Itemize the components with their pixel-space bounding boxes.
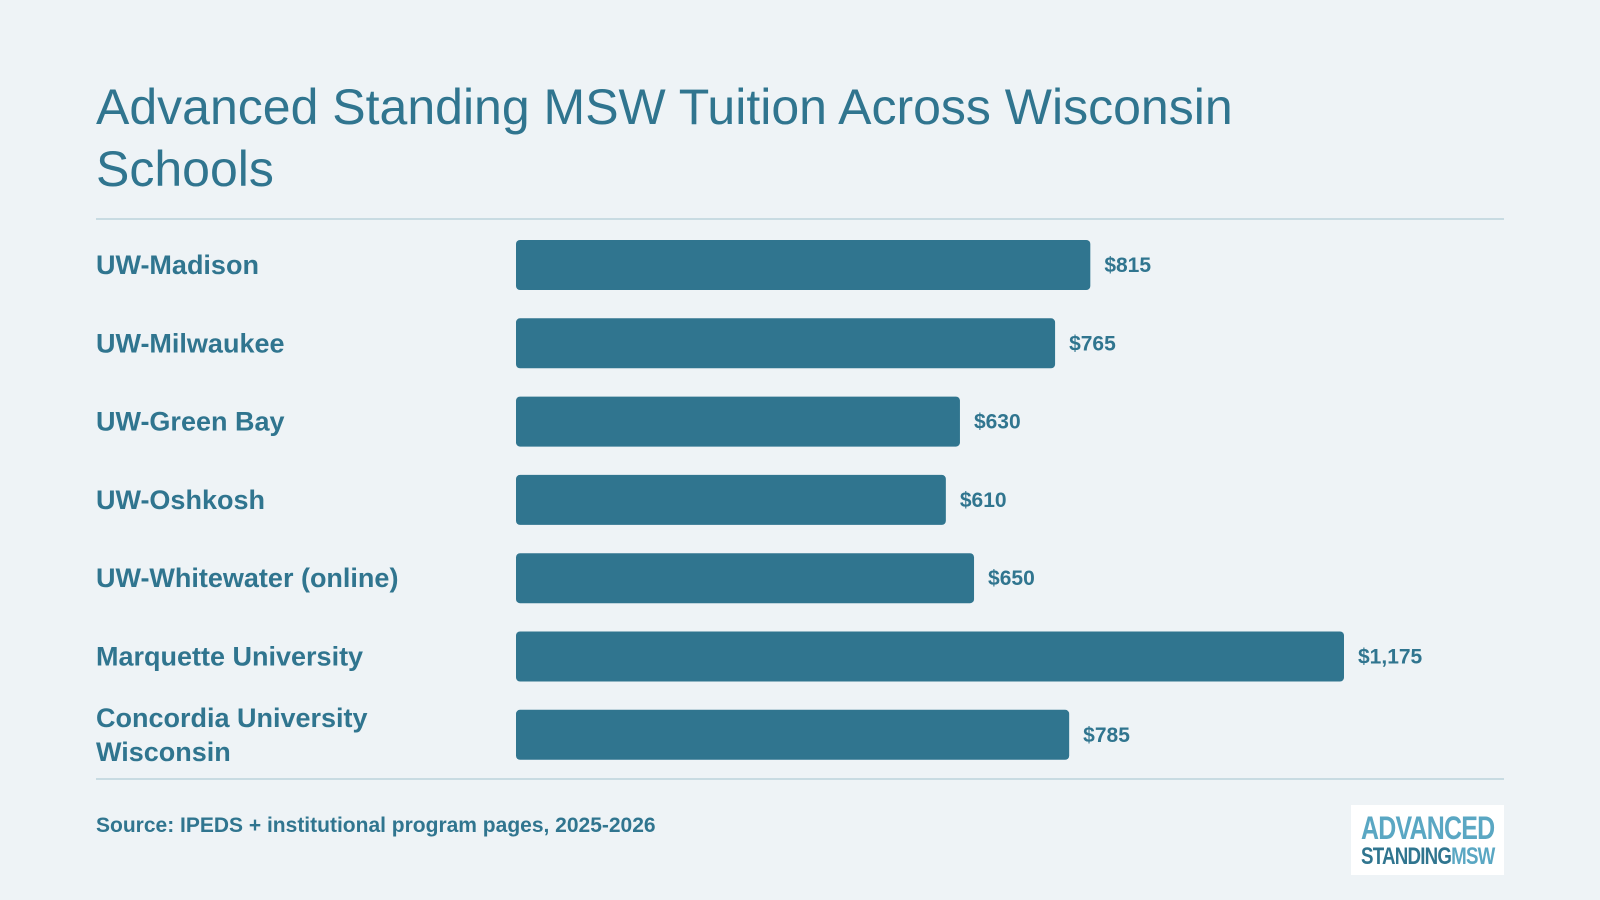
value-label: $785	[1083, 724, 1130, 747]
logo-standing: STANDING	[1361, 843, 1452, 870]
value-label: $630	[974, 411, 1021, 434]
bar	[516, 709, 1070, 760]
bar	[516, 240, 1091, 290]
source-note: Source: IPEDS + institutional program pa…	[96, 814, 656, 837]
bar	[516, 631, 1344, 682]
bar	[516, 474, 946, 525]
category-label: UW-Oshkosh	[96, 485, 265, 515]
category-label: UW-Milwaukee	[96, 328, 285, 358]
chart-title: Advanced Standing MSW Tuition Across Wis…	[96, 79, 1233, 197]
value-label: $815	[1104, 254, 1151, 277]
category-label: Marquette University	[96, 642, 363, 672]
category-label: UW-Madison	[96, 250, 259, 280]
value-label: $610	[960, 489, 1007, 512]
logo-msw: MSW	[1451, 843, 1495, 870]
value-label: $1,175	[1358, 646, 1423, 669]
bar	[516, 553, 975, 604]
value-label: $650	[988, 567, 1035, 590]
value-label: $765	[1069, 332, 1116, 355]
bar	[516, 318, 1056, 369]
top-divider	[96, 218, 1504, 220]
brand-logo: ADVANCED STANDINGMSW	[1351, 805, 1504, 875]
category-label: UW-Whitewater (online)	[96, 563, 398, 593]
category-label: Concordia University Wisconsin	[96, 703, 368, 767]
bar	[516, 396, 960, 447]
bottom-divider	[96, 778, 1504, 780]
logo-line-advanced: ADVANCED	[1361, 810, 1495, 846]
logo-line-standing-msw: STANDINGMSW	[1361, 843, 1495, 870]
category-label: UW-Green Bay	[96, 407, 285, 437]
